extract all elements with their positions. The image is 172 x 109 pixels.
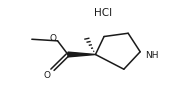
Polygon shape — [68, 52, 95, 57]
Text: NH: NH — [145, 51, 159, 60]
Text: O: O — [44, 71, 51, 80]
Text: O: O — [50, 34, 56, 43]
Text: HCl: HCl — [94, 8, 112, 18]
